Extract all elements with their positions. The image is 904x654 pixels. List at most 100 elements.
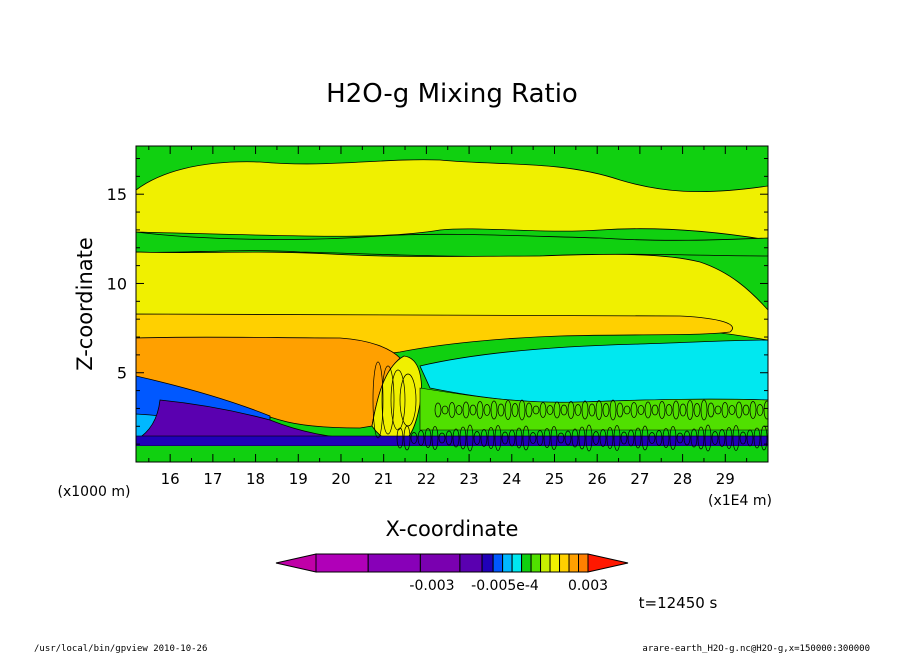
contour-wave-upper (462, 401, 470, 419)
contour-wave-upper (476, 401, 484, 419)
contour-wave (732, 425, 740, 451)
contour-wave-upper (749, 401, 757, 419)
colorbar-swatch (481, 553, 494, 573)
contour-wave-upper (616, 402, 624, 418)
contour-wave (683, 430, 691, 446)
colorbar-swatch (540, 553, 551, 573)
x-axis-ticks: 16 17 18 19 20 21 22 23 24 25 26 27 28 29 (148, 146, 748, 488)
contour-wave (676, 432, 684, 444)
contour-wave (487, 427, 495, 449)
x-tick-label: 25 (545, 470, 564, 488)
contour-wave (599, 429, 607, 447)
contour-wave-upper (539, 402, 547, 418)
x-tick-label: 18 (246, 470, 265, 488)
contour-wave (445, 430, 453, 446)
colorbar-swatch (559, 553, 570, 573)
contour-wave-upper (553, 401, 561, 419)
contour-wave (459, 426, 467, 450)
contour-wave (620, 431, 628, 445)
contour-wave-upper (525, 402, 533, 418)
contour-wave (690, 428, 698, 448)
x-tick-label: 24 (502, 470, 521, 488)
x-tick-label: 20 (331, 470, 350, 488)
x-tick-label: 29 (716, 470, 735, 488)
contour-wave (704, 424, 712, 452)
contour-wave-upper (469, 404, 477, 416)
contour-wave (529, 432, 537, 444)
contour-wave-upper (518, 399, 526, 421)
contour-wave (396, 427, 404, 449)
contour-wave (424, 428, 432, 448)
contour-wave (592, 431, 600, 445)
contour-oscillations (372, 361, 768, 452)
contour-wave-upper (658, 401, 666, 419)
contour-wave-upper (567, 401, 575, 419)
colorbar-arrow-right (587, 553, 629, 573)
chart-title: H2O-g Mixing Ratio (326, 79, 578, 109)
contour-wave-upper (609, 399, 617, 421)
contour-wave (452, 428, 460, 448)
contour-wave (627, 429, 635, 447)
contour-wave-upper (763, 400, 768, 420)
colorbar-swatch (367, 553, 421, 573)
contour-wave (753, 427, 761, 449)
contour-wave-upper (707, 402, 715, 418)
contour-wave (508, 429, 516, 447)
time-label: t=12450 s (639, 594, 718, 612)
contour-wave (711, 431, 719, 445)
contour-wave (550, 426, 558, 450)
contour-wave (571, 428, 579, 448)
field-yellow-upper (136, 159, 768, 241)
contour-wave (718, 429, 726, 447)
contour-wave-upper (546, 405, 554, 415)
contour-wave (501, 431, 509, 445)
plume-contour (381, 365, 395, 435)
contour-wave-upper (756, 404, 764, 416)
contour-wave-upper (434, 402, 442, 418)
colorbar-swatch (578, 553, 589, 573)
x-tick-label: 27 (630, 470, 649, 488)
colorbar-swatch (521, 553, 532, 573)
plot-frame (135, 145, 769, 463)
contour-wave-upper (497, 403, 505, 417)
y-axis-label: Z-coordinate (73, 237, 97, 371)
contour-wave-upper (560, 404, 568, 416)
contour-wave-upper (686, 400, 694, 420)
colorbar-swatch (568, 553, 580, 573)
contour-wave (578, 426, 586, 450)
contour-wave-upper (679, 403, 687, 417)
x-tick-label: 21 (374, 470, 393, 488)
contour-wave (662, 428, 670, 448)
colorbar-arrow-left (275, 553, 317, 573)
contour-wave (634, 427, 642, 449)
y-tick-label: 10 (107, 274, 127, 293)
contour-wave-upper (672, 400, 680, 420)
colorbar-swatch (502, 553, 513, 573)
contour-wave-upper (693, 403, 701, 417)
x-tick-label: 28 (673, 470, 692, 488)
contour-wave (543, 428, 551, 448)
contour-wave (739, 431, 747, 445)
contour-wave (515, 427, 523, 449)
y-axis-ticks: 5 10 15 (107, 157, 768, 445)
contour-wave (697, 426, 705, 450)
contour-wave (473, 431, 481, 445)
contour-wave (648, 432, 656, 444)
contour-wave (522, 425, 530, 451)
x-tick-label: 26 (588, 470, 607, 488)
contour-wave (417, 430, 425, 446)
contour-wave-upper (532, 405, 540, 415)
x-tick-label: 16 (161, 470, 180, 488)
contour-wave-upper (637, 405, 645, 415)
contour-wave-upper (721, 402, 729, 418)
colorbar-label-3: 0.003 (568, 578, 608, 594)
colorbar-swatch (419, 553, 461, 573)
contour-wave (585, 424, 593, 452)
contour-wave-upper (581, 400, 589, 420)
contour-wave (466, 424, 474, 452)
colorbar-label-1: -0.003 (409, 578, 454, 594)
contour-wave-upper (630, 402, 638, 418)
contour-wave-upper (651, 404, 659, 416)
contour-wave-upper (623, 405, 631, 415)
contour-wave-upper (588, 403, 596, 417)
